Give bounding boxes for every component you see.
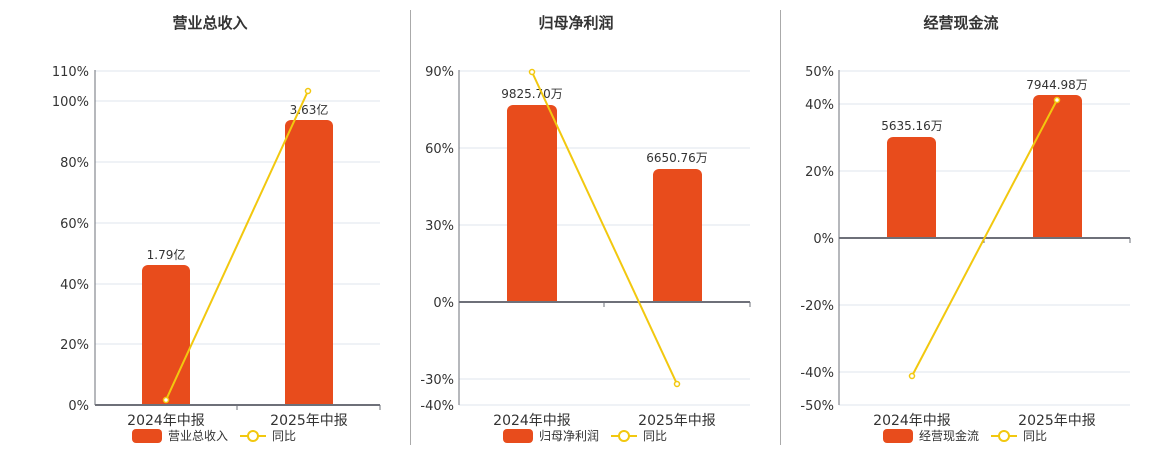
chart-panel-net-profit: 归母净利润 90% 60% 30% 0% -30% -40% 9825.70万 … xyxy=(411,0,781,450)
y-tick: 110% xyxy=(52,65,89,80)
chart-title: 营业总收入 xyxy=(172,14,248,32)
chart-panel-revenue: 营业总收入 110% 100% 80% 60% 40% 20% 0% 1.79亿… xyxy=(0,0,410,450)
bar-label: 1.79亿 xyxy=(147,247,186,262)
bar-label: 6650.76万 xyxy=(646,151,708,165)
y-tick: -50% xyxy=(800,399,834,414)
y-tick: 100% xyxy=(52,95,89,110)
line-legend-icon[interactable] xyxy=(611,429,638,443)
bar-legend-swatch[interactable] xyxy=(883,428,913,443)
y-tick: 60% xyxy=(60,217,89,232)
bar-legend-swatch[interactable] xyxy=(503,428,533,443)
bar-2025 xyxy=(653,169,702,302)
y-tick: -40% xyxy=(800,366,834,381)
chart-plot: 50% 40% 20% 0% -20% -40% -50% 5635.16万 7… xyxy=(800,65,1131,429)
bar-2025 xyxy=(1033,95,1082,238)
chart-plot: 90% 60% 30% 0% -30% -40% 9825.70万 6650.7… xyxy=(420,65,751,429)
y-tick: -20% xyxy=(800,299,834,314)
bar-legend-label[interactable]: 归母净利润 xyxy=(539,429,600,443)
bar-legend-label[interactable]: 经营现金流 xyxy=(919,429,980,443)
divider xyxy=(410,10,411,445)
x-tick: 2024年中报 xyxy=(873,413,951,429)
line-legend-label[interactable]: 同比 xyxy=(272,429,297,443)
bar-2024 xyxy=(142,265,190,405)
legend: 经营现金流 同比 xyxy=(883,427,1047,444)
bar-2024 xyxy=(507,105,557,302)
y-tick: -30% xyxy=(420,373,454,388)
bar-label: 3.63亿 xyxy=(290,102,329,117)
bar-2024 xyxy=(887,137,936,238)
chart-plot: 110% 100% 80% 60% 40% 20% 0% 1.79亿 3.63亿… xyxy=(52,65,381,429)
bar-legend-label[interactable]: 营业总收入 xyxy=(168,429,229,443)
chart-panel-operating-cash-flow: 经营现金流 50% 40% 20% 0% -20% -40% -50% 5635… xyxy=(781,0,1160,450)
chart-title: 归母净利润 xyxy=(538,14,614,32)
bar-2025 xyxy=(285,120,333,405)
y-tick: 80% xyxy=(60,156,89,171)
x-tick: 2025年中报 xyxy=(1018,413,1096,429)
bar-label: 9825.70万 xyxy=(501,87,563,101)
divider xyxy=(780,10,781,445)
y-tick: 30% xyxy=(425,219,454,234)
legend: 归母净利润 同比 xyxy=(503,427,667,444)
legend: 营业总收入 同比 xyxy=(132,427,296,444)
bar-label: 7944.98万 xyxy=(1026,78,1088,92)
y-tick: 20% xyxy=(805,165,834,180)
chart-title: 经营现金流 xyxy=(923,14,999,32)
line-legend-icon[interactable] xyxy=(991,429,1018,443)
x-tick: 2025年中报 xyxy=(270,413,348,429)
y-tick: 0% xyxy=(813,232,834,247)
y-tick: 60% xyxy=(425,142,454,157)
y-tick: 0% xyxy=(433,296,454,311)
y-tick: 50% xyxy=(805,65,834,80)
line-legend-icon[interactable] xyxy=(240,429,267,443)
y-tick: -40% xyxy=(420,399,454,414)
y-tick: 0% xyxy=(68,399,89,414)
y-tick: 90% xyxy=(425,65,454,80)
x-tick: 2025年中报 xyxy=(638,413,716,429)
line-legend-label[interactable]: 同比 xyxy=(643,429,668,443)
bar-label: 5635.16万 xyxy=(881,119,943,133)
line-legend-label[interactable]: 同比 xyxy=(1023,429,1048,443)
y-tick: 40% xyxy=(805,98,834,113)
y-tick: 40% xyxy=(60,278,89,293)
x-tick: 2024年中报 xyxy=(493,413,571,429)
bar-legend-swatch[interactable] xyxy=(132,428,162,443)
y-tick: 20% xyxy=(60,338,89,353)
x-tick: 2024年中报 xyxy=(127,413,205,429)
